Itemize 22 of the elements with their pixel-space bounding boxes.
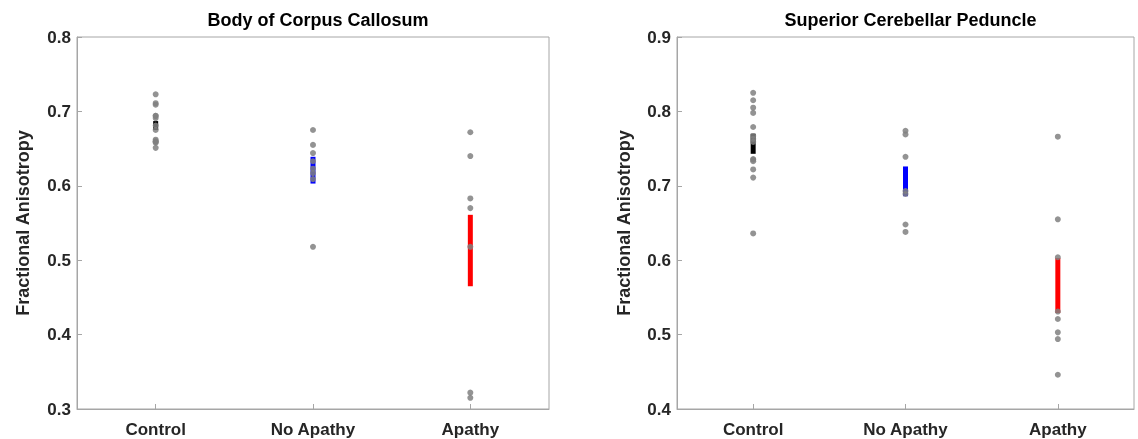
x-tick-label: Control [722, 420, 784, 439]
x-tick-label: No Apathy [863, 420, 949, 439]
y-tick-label: 0.8 [647, 101, 671, 121]
y-tick-label: 0.6 [647, 250, 671, 270]
y-tick-label: 0.4 [647, 399, 672, 419]
y-tick-label: 0.8 [47, 27, 71, 47]
y-tick-label: 0.3 [47, 399, 71, 419]
y-tick-label: 0.5 [47, 250, 71, 270]
x-tick-label: Control [125, 420, 186, 439]
y-tick-label: 0.9 [647, 27, 671, 47]
chart-title: Body of Corpus Callosum [207, 10, 429, 30]
y-axis-title: Fractional Anisotropy [13, 130, 33, 316]
x-tick-label: Apathy [1029, 420, 1088, 439]
y-tick-label: 0.7 [647, 176, 671, 196]
y-tick-label: 0.5 [647, 325, 671, 345]
x-tick-label: Apathy [441, 420, 500, 439]
y-tick-label: 0.4 [47, 325, 72, 345]
y-tick-label: 0.7 [47, 101, 71, 121]
x-tick-label: No Apathy [270, 420, 356, 439]
chart-title: Superior Cerebellar Peduncle [784, 10, 1037, 30]
y-tick-label: 0.6 [47, 176, 71, 196]
y-axis-title: Fractional Anisotropy [614, 130, 634, 316]
